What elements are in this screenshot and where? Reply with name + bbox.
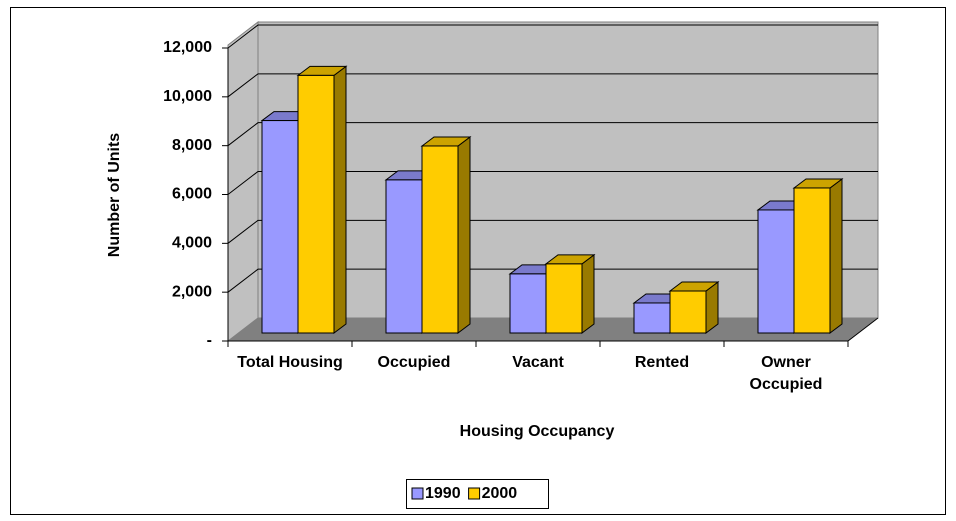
x-axis-title: Housing Occupancy — [460, 423, 615, 440]
bar — [545, 263, 583, 334]
grid-line — [227, 73, 878, 98]
legend-swatch — [411, 487, 424, 500]
grid-line — [227, 171, 878, 195]
x-tick-label: Owner Occupied — [749, 354, 823, 393]
legend-label: 1990 — [425, 485, 461, 502]
x-tick-label: Vacant — [512, 354, 564, 371]
y-tick-label: - — [207, 332, 212, 349]
bar — [297, 74, 335, 334]
grid-line — [227, 268, 878, 293]
legend-label: 2000 — [482, 485, 518, 502]
bar — [669, 290, 707, 334]
bar-side — [457, 135, 471, 334]
bar-side — [333, 65, 347, 334]
bar — [385, 179, 423, 334]
x-tick-label: Rented — [634, 354, 690, 371]
side-wall — [227, 20, 259, 343]
bar — [261, 120, 299, 334]
bar — [757, 209, 795, 334]
y-tick-label: 4,000 — [172, 235, 212, 252]
bar-side — [829, 177, 843, 334]
y-tick-label: 6,000 — [172, 186, 212, 203]
y-tick-label: 10,000 — [163, 88, 212, 105]
legend-swatch — [468, 487, 481, 500]
grid-line — [227, 24, 878, 49]
y-axis-title: Number of Units — [106, 133, 123, 258]
grid-line — [227, 219, 878, 244]
bar — [421, 145, 459, 334]
grid-line — [227, 122, 878, 147]
y-tick-label: 2,000 — [172, 283, 212, 300]
bar — [793, 187, 831, 334]
y-tick-label: 8,000 — [172, 137, 212, 154]
bar — [633, 302, 671, 334]
x-tick-label: Occupied — [377, 354, 451, 371]
bar — [509, 273, 547, 334]
x-tick-label: Total Housing — [237, 354, 343, 371]
bar-side — [581, 253, 595, 334]
y-tick-label: 12,000 — [163, 39, 212, 56]
